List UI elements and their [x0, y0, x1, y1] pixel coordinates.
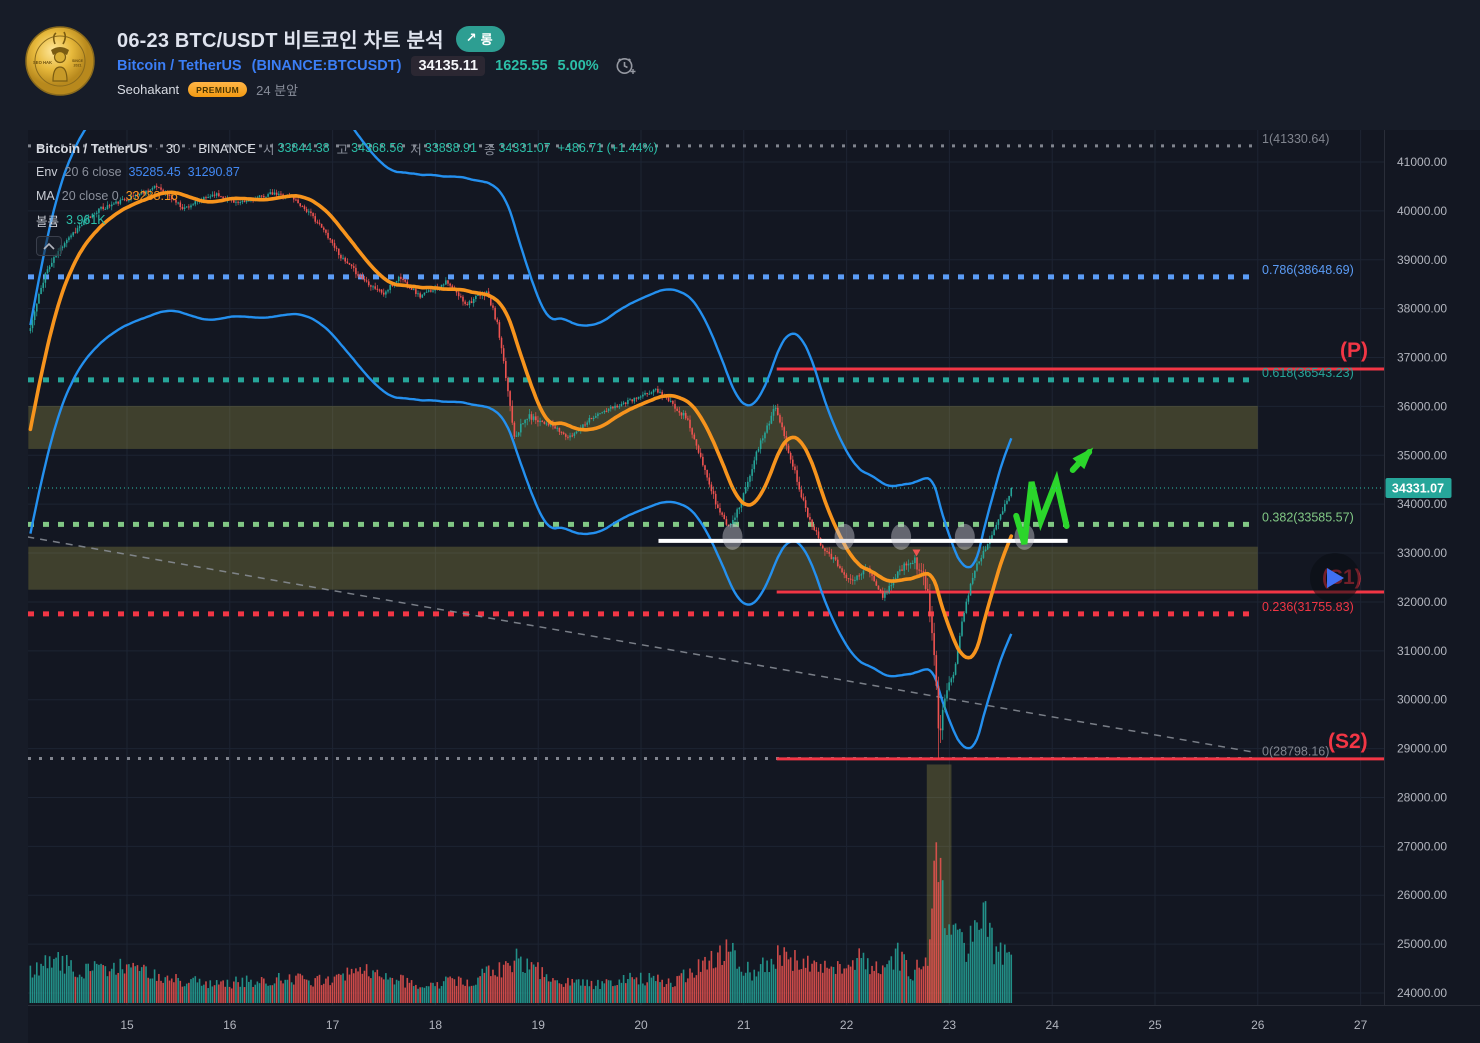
svg-text:0.618(36543.23): 0.618(36543.23): [1262, 366, 1354, 380]
legend-low: 33838.91: [424, 141, 477, 155]
symbol-exchange-paren[interactable]: (BINANCE:BTCUSDT): [251, 58, 402, 74]
envelope-lines: [29, 130, 1013, 750]
candles-layer: [29, 183, 1013, 759]
svg-text:41000.00: 41000.00: [1397, 155, 1447, 169]
svg-text:15: 15: [120, 1018, 134, 1032]
author-name[interactable]: Seohakant: [117, 82, 180, 97]
plot-area: [28, 130, 1384, 1005]
svg-text:2021: 2021: [74, 64, 82, 68]
svg-text:17: 17: [326, 1018, 340, 1032]
touch-point-ellipses: [722, 523, 1035, 550]
chart-widget: 1(41330.64) 0.786(38648.69) 0.618(36543.23…: [0, 130, 1480, 1043]
svg-text:29000.00: 29000.00: [1397, 742, 1447, 756]
chevron-up-icon: [43, 242, 55, 250]
volume-value: 3.961K: [66, 213, 106, 227]
svg-text:25: 25: [1148, 1018, 1162, 1032]
symbol-link[interactable]: Bitcoin / TetherUS: [117, 58, 242, 74]
pivot-label: (S2): [1328, 730, 1368, 753]
svg-text:39000.00: 39000.00: [1397, 253, 1447, 267]
fib-labels: 1(41330.64) 0.786(38648.69) 0.618(36543.23…: [1262, 132, 1354, 759]
idea-change-abs: 1625.55: [495, 58, 548, 74]
svg-text:24000.00: 24000.00: [1397, 986, 1447, 1000]
idea-price-chip: 34135.11: [411, 56, 486, 76]
svg-text:31000.00: 31000.00: [1397, 644, 1447, 658]
chart-canvas[interactable]: 1(41330.64) 0.786(38648.69) 0.618(36543.23…: [0, 130, 1480, 1043]
legend-high: 34368.56: [351, 141, 404, 155]
env-lower-line: [29, 309, 1013, 750]
idea-change-pct: 5.00%: [557, 58, 599, 74]
idea-header: SEO HAK SINCE 2021 06-23 BTC/USDT 비트코인 차…: [0, 0, 1480, 130]
logo-text-right: SINCE: [72, 59, 84, 63]
volume-layer: [29, 842, 1013, 1003]
price-axis[interactable]: 41000.00 40000.00 39000.00 38000.00 37000.00…: [1384, 130, 1480, 1005]
legend-main-row[interactable]: Bitcoin / TetherUS · 30 · BINANCE 시 33844…: [36, 140, 658, 157]
pivot-lines: [776, 367, 1384, 761]
arrow-up-right-icon: ↗: [465, 30, 477, 45]
legend-change: +486.71 (+1.44%): [557, 141, 658, 155]
green-zigzag-drawing: [1013, 470, 1070, 545]
svg-text:22: 22: [840, 1018, 854, 1032]
svg-text:23: 23: [943, 1018, 957, 1032]
long-badge-label: 롱: [480, 31, 493, 47]
time-axis[interactable]: 15 16 17 18 19 20 21 22 23 24 25 26 27: [28, 1005, 1480, 1043]
svg-text:19: 19: [532, 1018, 546, 1032]
legend-exchange: BINANCE: [198, 140, 256, 156]
premium-badge: PREMIUM: [188, 82, 248, 97]
svg-text:21: 21: [737, 1018, 751, 1032]
ma-value: 33288.16: [125, 189, 178, 203]
env-lower-value: 31290.87: [187, 165, 240, 179]
play-icon: [1327, 568, 1344, 588]
seohak-coin-logo: SEO HAK SINCE 2021: [25, 26, 95, 96]
svg-text:35000.00: 35000.00: [1397, 448, 1447, 462]
publish-time: 24 분앞: [256, 83, 299, 98]
svg-text:34331.07: 34331.07: [1392, 481, 1444, 495]
idea-title: 06-23 BTC/USDT 비트코인 차트 분석: [117, 30, 444, 52]
svg-text:26000.00: 26000.00: [1397, 888, 1447, 902]
legend-open: 33844.38: [277, 141, 330, 155]
chart-legend: Bitcoin / TetherUS · 30 · BINANCE 시 33844…: [36, 136, 658, 256]
svg-text:1(41330.64): 1(41330.64): [1262, 132, 1329, 146]
legend-interval: 30: [165, 140, 181, 156]
legend-symbol: Bitcoin / TetherUS: [36, 140, 148, 156]
env-upper-line: [29, 130, 1013, 569]
svg-text:37000.00: 37000.00: [1397, 351, 1447, 365]
logo-text-left: SEO HAK: [33, 60, 52, 65]
triangle-down-icon: [912, 549, 921, 557]
env-upper-value: 35285.45: [128, 165, 181, 179]
svg-text:36000.00: 36000.00: [1397, 399, 1447, 413]
arrow-head-icon: [1072, 447, 1094, 470]
play-idea-button[interactable]: [1310, 553, 1360, 603]
svg-text:20: 20: [634, 1018, 648, 1032]
legend-close: 34331.07: [498, 141, 551, 155]
legend-env-row[interactable]: Env 20 6 close 35285.45 31290.87: [36, 165, 240, 179]
svg-text:0.786(38648.69): 0.786(38648.69): [1262, 263, 1354, 277]
long-direction-badge[interactable]: ↗ 롱: [455, 25, 505, 52]
svg-text:0.236(31755.83): 0.236(31755.83): [1262, 600, 1354, 614]
svg-text:34000.00: 34000.00: [1397, 497, 1447, 511]
alarm-clock-plus-icon[interactable]: [613, 54, 637, 78]
svg-text:24: 24: [1046, 1018, 1060, 1032]
pivot-label: (P): [1340, 339, 1368, 362]
svg-text:0.382(33585.57): 0.382(33585.57): [1262, 510, 1354, 524]
svg-text:27: 27: [1354, 1018, 1368, 1032]
collapse-legend-button[interactable]: [36, 236, 62, 256]
svg-text:40000.00: 40000.00: [1397, 204, 1447, 218]
svg-text:16: 16: [223, 1018, 237, 1032]
svg-text:18: 18: [429, 1018, 443, 1032]
legend-volume-row[interactable]: 볼륨 3.961K: [36, 213, 106, 229]
svg-text:32000.00: 32000.00: [1397, 595, 1447, 609]
svg-text:27000.00: 27000.00: [1397, 839, 1447, 853]
ma-line: [28, 190, 1014, 660]
svg-text:28000.00: 28000.00: [1397, 790, 1447, 804]
svg-text:25000.00: 25000.00: [1397, 937, 1447, 951]
legend-ma-row[interactable]: MA 20 close 0 33288.16: [36, 189, 178, 203]
svg-text:26: 26: [1251, 1018, 1265, 1032]
svg-text:38000.00: 38000.00: [1397, 302, 1447, 316]
svg-text:33000.00: 33000.00: [1397, 546, 1447, 560]
last-price-tag: 34331.07: [1385, 477, 1452, 498]
svg-text:0(28798.16): 0(28798.16): [1262, 744, 1329, 758]
svg-text:30000.00: 30000.00: [1397, 693, 1447, 707]
